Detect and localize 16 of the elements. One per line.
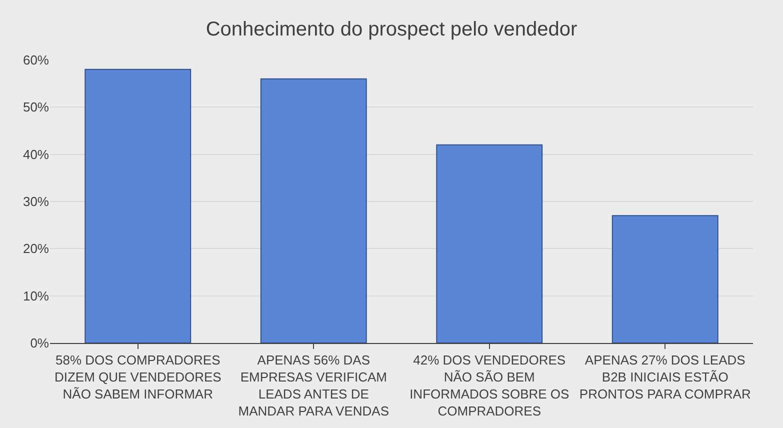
y-tick-label: 60% (22, 52, 50, 68)
bar (436, 144, 543, 343)
bar (84, 68, 192, 343)
bar (260, 78, 367, 343)
y-tick-label: 20% (22, 241, 50, 256)
x-tick-label: 42% DOS VENDEDORES NÃO SÃO BEM INFORMADOS SOBRE OS COMPRADORES (410, 352, 570, 418)
bar (612, 215, 718, 343)
x-tick-label: APENAS 56% DAS EMPRESAS VERIFICAM LEADS ANTES DE MANDAR PARA VENDAS (238, 352, 390, 418)
chart-title: Conhecimento do prospect pelo vendedor (206, 18, 578, 40)
y-tick-label: 40% (22, 146, 50, 162)
y-tick-label: 30% (22, 194, 50, 210)
y-tick-label: 0% (30, 336, 50, 351)
x-tick-label: APENAS 27% DOS LEADS B2B INICIAIS ESTÃO PRONTOS PARA COMPRAR (579, 352, 751, 402)
y-tick-label: 50% (22, 100, 50, 115)
y-tick-label: 10% (22, 288, 50, 304)
x-tick-label: 58% DOS COMPRADORES DIZEM QUE VENDEDORES NÃO SABEM INFORMAR (54, 352, 222, 402)
